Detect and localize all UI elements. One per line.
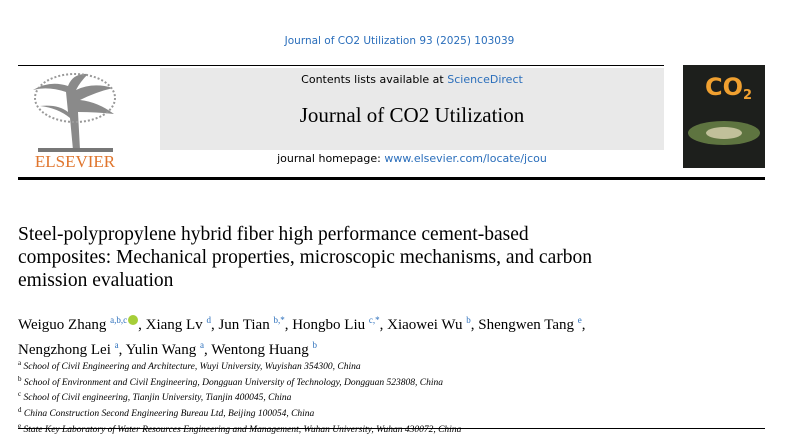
author: Wentong Huang b	[211, 340, 317, 358]
elsevier-logo: ELSEVIER	[18, 68, 133, 171]
author-separator: ,	[118, 342, 123, 358]
affiliations: a School of Civil Engineering and Archit…	[18, 358, 461, 436]
author-name[interactable]: Wentong Huang	[211, 342, 309, 358]
affiliation: d China Construction Second Engineering …	[18, 405, 461, 421]
author: Weiguo Zhang a,b,c	[18, 315, 139, 333]
author-separator: ,	[284, 317, 289, 333]
author-name[interactable]: Shengwen Tang	[478, 317, 574, 333]
rule	[18, 65, 664, 66]
author: Xiaowei Wu b	[387, 315, 471, 333]
journal-title: Journal of CO2 Utilization	[299, 103, 525, 127]
journal-banner	[160, 68, 664, 150]
author-name[interactable]: Hongbo Liu	[292, 317, 366, 333]
affiliation: a School of Civil Engineering and Archit…	[18, 358, 461, 374]
author-affiliation[interactable]: b,*	[273, 315, 285, 325]
homepage-prefix: journal homepage:	[277, 152, 381, 165]
author-separator: ,	[203, 342, 208, 358]
author-affiliation[interactable]: e	[577, 315, 582, 325]
author-separator: ,	[379, 317, 384, 333]
author-name[interactable]: Xiaowei Wu	[387, 317, 463, 333]
affiliation-label: a	[18, 359, 22, 367]
contents-line: Contents lists available at ScienceDirec…	[160, 73, 664, 86]
author-affiliation[interactable]: d	[206, 315, 211, 325]
author-affiliation[interactable]: a	[114, 340, 119, 350]
author-line: Nengzhong Lei a, Yulin Wang a, Wentong H…	[18, 335, 586, 360]
author: Jun Tian b,*	[218, 315, 285, 333]
homepage-link[interactable]: www.elsevier.com/locate/jcou	[384, 152, 547, 165]
rule	[18, 428, 765, 429]
author-separator: ,	[470, 317, 475, 333]
rule	[18, 177, 765, 180]
author-separator: ,	[210, 317, 215, 333]
author-affiliation[interactable]: c,*	[368, 315, 380, 325]
author: Yulin Wang a	[125, 340, 204, 358]
homepage-line: journal homepage: www.elsevier.com/locat…	[160, 152, 664, 165]
author-line: Weiguo Zhang a,b,c, Xiang Lv d, Jun Tian…	[18, 310, 586, 335]
affiliation-text: State Key Laboratory of Water Resources …	[23, 424, 462, 435]
author-name[interactable]: Xiang Lv	[145, 317, 203, 333]
sciencedirect-link[interactable]: ScienceDirect	[447, 73, 523, 86]
affiliation-label: b	[18, 374, 22, 383]
author-name[interactable]: Jun Tian	[218, 317, 270, 333]
author-affiliation[interactable]: a,b,c	[110, 315, 128, 325]
title-line: composites: Mechanical properties, micro…	[18, 247, 592, 268]
author-separator: ,	[581, 317, 586, 333]
article-title: Steel-polypropylene hybrid fiber high pe…	[18, 223, 592, 292]
orcid-icon[interactable]	[128, 315, 139, 325]
citation[interactable]: Journal of CO2 Utilization 93 (2025) 103…	[284, 35, 515, 47]
affiliation-text: China Construction Second Engineering Bu…	[23, 409, 315, 420]
affiliation-label: e	[18, 421, 22, 430]
affiliation: e State Key Laboratory of Water Resource…	[18, 421, 461, 436]
affiliation-text: School of Environment and Civil Engineer…	[23, 377, 443, 388]
author: Hongbo Liu c,*	[292, 315, 380, 333]
author-name[interactable]: Weiguo Zhang	[18, 317, 107, 333]
author: Xiang Lv d	[145, 315, 211, 333]
affiliation-text: School of Civil Engineering and Architec…	[23, 362, 361, 373]
affiliation-label: c	[18, 390, 22, 399]
title-line: emission evaluation	[18, 270, 174, 291]
author-affiliation[interactable]: a	[199, 340, 204, 350]
title-line: Steel-polypropylene hybrid fiber high pe…	[18, 224, 529, 245]
affiliation-label: d	[18, 405, 22, 414]
author-affiliation[interactable]: b	[466, 315, 471, 325]
cover-subscript: 2	[743, 88, 752, 103]
author-name[interactable]: Nengzhong Lei	[18, 342, 111, 358]
journal-cover[interactable]: CO 2	[683, 65, 765, 168]
publisher: ELSEVIER	[35, 152, 116, 171]
author: Shengwen Tang e	[478, 315, 582, 333]
author-affiliation[interactable]: b	[312, 340, 317, 350]
author-name[interactable]: Yulin Wang	[125, 342, 197, 358]
contents-prefix: Contents lists available at	[301, 73, 444, 86]
author-separator: ,	[138, 317, 142, 333]
affiliation-text: School of Civil engineering, Tianjin Uni…	[23, 393, 292, 404]
authors: Weiguo Zhang a,b,c, Xiang Lv d, Jun Tian…	[18, 310, 586, 360]
affiliation: c School of Civil engineering, Tianjin U…	[18, 389, 461, 405]
author: Nengzhong Lei a	[18, 340, 119, 358]
affiliation: b School of Environment and Civil Engine…	[18, 374, 461, 390]
cover-title: CO	[705, 73, 743, 101]
